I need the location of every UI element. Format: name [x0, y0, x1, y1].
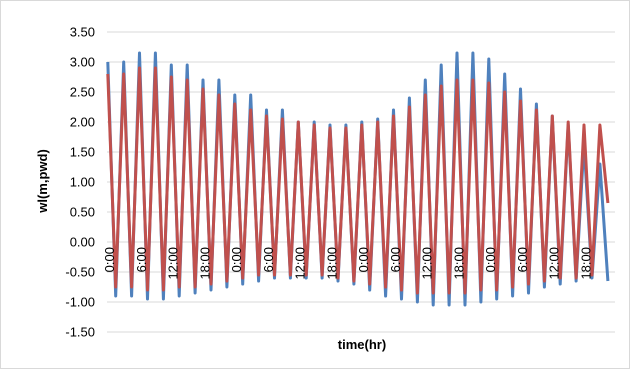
y-tick-label: 1.00 — [70, 175, 95, 190]
y-axis-ticks: 3.50 3.00 2.50 2.00 1.50 1.00 0.50 0.00 -0.50 -1.… — [65, 25, 95, 340]
x-tick-label: 12:00 — [547, 247, 562, 280]
y-tick-label: -0.50 — [65, 265, 95, 280]
x-tick-label: 0:00 — [229, 247, 244, 272]
x-tick-label: 18:00 — [578, 247, 593, 280]
x-tick-label: 6:00 — [261, 247, 276, 272]
y-axis-title: wl(m,pwd) — [35, 149, 50, 214]
y-tick-label: 2.00 — [70, 115, 95, 130]
x-tick-label: 12:00 — [166, 247, 181, 280]
x-tick-label: 6:00 — [515, 247, 530, 272]
x-tick-label: 18:00 — [451, 247, 466, 280]
x-tick-label: 0:00 — [102, 247, 117, 272]
x-tick-label: 6:00 — [388, 247, 403, 272]
x-tick-label: 12:00 — [293, 247, 308, 280]
y-tick-label: 3.00 — [70, 55, 95, 70]
series-layer — [106, 51, 610, 307]
y-tick-label: -1.50 — [65, 325, 95, 340]
x-tick-label: 18:00 — [324, 247, 339, 280]
x-tick-label: 0:00 — [483, 247, 498, 272]
y-tick-label: 3.50 — [70, 25, 95, 40]
x-tick-label: 18:00 — [197, 247, 212, 280]
series-line-2 — [106, 66, 610, 295]
x-tick-label: 0:00 — [356, 247, 371, 272]
x-tick-label: 12:00 — [420, 247, 435, 280]
y-tick-label: 1.50 — [70, 145, 95, 160]
x-axis-ticks: 0:00 6:00 12:00 18:00 0:00 6:00 12:00 18:00 0:00… — [102, 247, 593, 280]
y-tick-label: 0.00 — [70, 235, 95, 250]
x-axis-title: time(hr) — [338, 337, 386, 352]
x-tick-label: 6:00 — [134, 247, 149, 272]
y-tick-label: -1.00 — [65, 295, 95, 310]
y-tick-label: 0.50 — [70, 205, 95, 220]
y-tick-label: 2.50 — [70, 85, 95, 100]
